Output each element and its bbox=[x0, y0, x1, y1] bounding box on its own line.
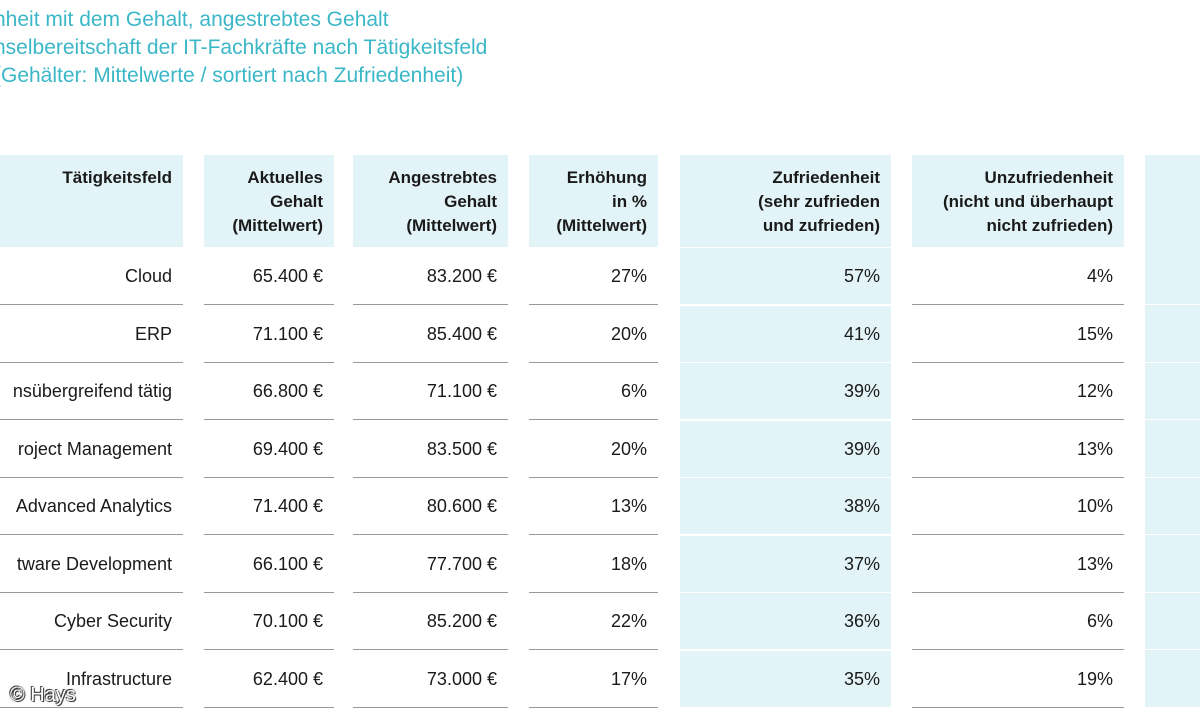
title-line-3: (Gehälter: Mittelwerte / sortiert nach Z… bbox=[0, 64, 464, 87]
cell-field: Infrastructure bbox=[0, 651, 183, 708]
header-target-salary: Angestrebtes Gehalt (Mittelwert) bbox=[353, 155, 508, 247]
cell-current: 69.400 € bbox=[204, 421, 334, 478]
cell-cut-column bbox=[1145, 305, 1200, 363]
cell-increase: 20% bbox=[529, 306, 658, 363]
copyright-notice: © Hays bbox=[10, 684, 76, 706]
cell-satisfied: 35% bbox=[680, 650, 891, 708]
cell-increase: 13% bbox=[529, 478, 658, 535]
field-label: Cyber Security bbox=[53, 611, 172, 631]
cell-cut-column bbox=[1145, 535, 1200, 593]
cell-increase: 18% bbox=[529, 536, 658, 593]
cell-increase: 6% bbox=[529, 363, 658, 420]
cell-cut-column bbox=[1145, 248, 1200, 305]
field-label: roject Management bbox=[17, 438, 172, 459]
field-label: Cloud bbox=[124, 266, 172, 286]
cell-target: 71.100 € bbox=[353, 363, 508, 420]
header-current-salary: Aktuelles Gehalt (Mittelwert) bbox=[204, 155, 334, 247]
cell-unsatisfied: 19% bbox=[912, 651, 1124, 708]
cell-increase: 20% bbox=[529, 421, 658, 478]
cell-field: tware Development bbox=[0, 536, 183, 593]
cell-cut-column bbox=[1145, 478, 1200, 535]
cell-target: 85.400 € bbox=[353, 306, 508, 363]
cell-current: 66.100 € bbox=[204, 536, 334, 593]
cell-field: ERP bbox=[0, 306, 183, 363]
cell-satisfied: 37% bbox=[680, 535, 891, 593]
cell-unsatisfied: 4% bbox=[912, 248, 1124, 305]
cell-field: nsübergreifend tätig bbox=[0, 363, 183, 420]
cell-cut-column bbox=[1145, 593, 1200, 650]
title-line-2: nselbereitschaft der IT-Fachkräfte nach … bbox=[0, 36, 488, 59]
header-dissatisfaction: Unzufriedenheit (nicht und überhaupt nic… bbox=[912, 155, 1124, 247]
cell-satisfied: 39% bbox=[680, 363, 891, 420]
cell-satisfied: 41% bbox=[680, 305, 891, 363]
field-label: ERP bbox=[134, 323, 172, 344]
cell-current: 65.400 € bbox=[204, 248, 334, 305]
cell-field: Cyber Security bbox=[0, 593, 183, 650]
header-increase: Erhöhung in % (Mittelwert) bbox=[529, 155, 658, 247]
cell-target: 83.500 € bbox=[353, 421, 508, 478]
cell-increase: 27% bbox=[529, 248, 658, 305]
cell-satisfied: 38% bbox=[680, 478, 891, 535]
cell-target: 85.200 € bbox=[353, 593, 508, 650]
header-satisfaction: Zufriedenheit (sehr zufrieden und zufrie… bbox=[680, 155, 891, 247]
cell-unsatisfied: 12% bbox=[912, 363, 1124, 420]
cell-current: 62.400 € bbox=[204, 651, 334, 708]
cell-increase: 22% bbox=[529, 593, 658, 650]
cell-cut-column bbox=[1145, 420, 1200, 478]
cell-unsatisfied: 13% bbox=[912, 536, 1124, 593]
field-label: Advanced Analytics bbox=[15, 496, 172, 516]
title-line-1: nheit mit dem Gehalt, angestrebtes Gehal… bbox=[0, 8, 389, 31]
cell-field: roject Management bbox=[0, 421, 183, 478]
chart-title: nheit mit dem Gehalt, angestrebtes Gehal… bbox=[0, 6, 487, 90]
cell-target: 83.200 € bbox=[353, 248, 508, 305]
cell-current: 71.100 € bbox=[204, 306, 334, 363]
field-label: tware Development bbox=[16, 553, 172, 574]
cell-satisfied: 57% bbox=[680, 248, 891, 305]
cell-current: 66.800 € bbox=[204, 363, 334, 420]
header-field: Tätigkeitsfeld bbox=[0, 155, 183, 247]
cell-cut-column bbox=[1145, 650, 1200, 708]
cell-increase: 17% bbox=[529, 651, 658, 708]
cell-field: Advanced Analytics bbox=[0, 478, 183, 535]
cell-current: 71.400 € bbox=[204, 478, 334, 535]
cell-target: 73.000 € bbox=[353, 651, 508, 708]
cell-target: 80.600 € bbox=[353, 478, 508, 535]
cell-satisfied: 39% bbox=[680, 420, 891, 478]
cell-unsatisfied: 15% bbox=[912, 306, 1124, 363]
cell-cut-column bbox=[1145, 363, 1200, 420]
cell-current: 70.100 € bbox=[204, 593, 334, 650]
cell-target: 77.700 € bbox=[353, 536, 508, 593]
cell-satisfied: 36% bbox=[680, 593, 891, 650]
cell-unsatisfied: 6% bbox=[912, 593, 1124, 650]
field-label: nsübergreifend tätig bbox=[12, 381, 172, 401]
cell-unsatisfied: 13% bbox=[912, 421, 1124, 478]
cell-field: Cloud bbox=[0, 248, 183, 305]
field-label: Infrastructure bbox=[65, 668, 172, 689]
cell-unsatisfied: 10% bbox=[912, 478, 1124, 535]
